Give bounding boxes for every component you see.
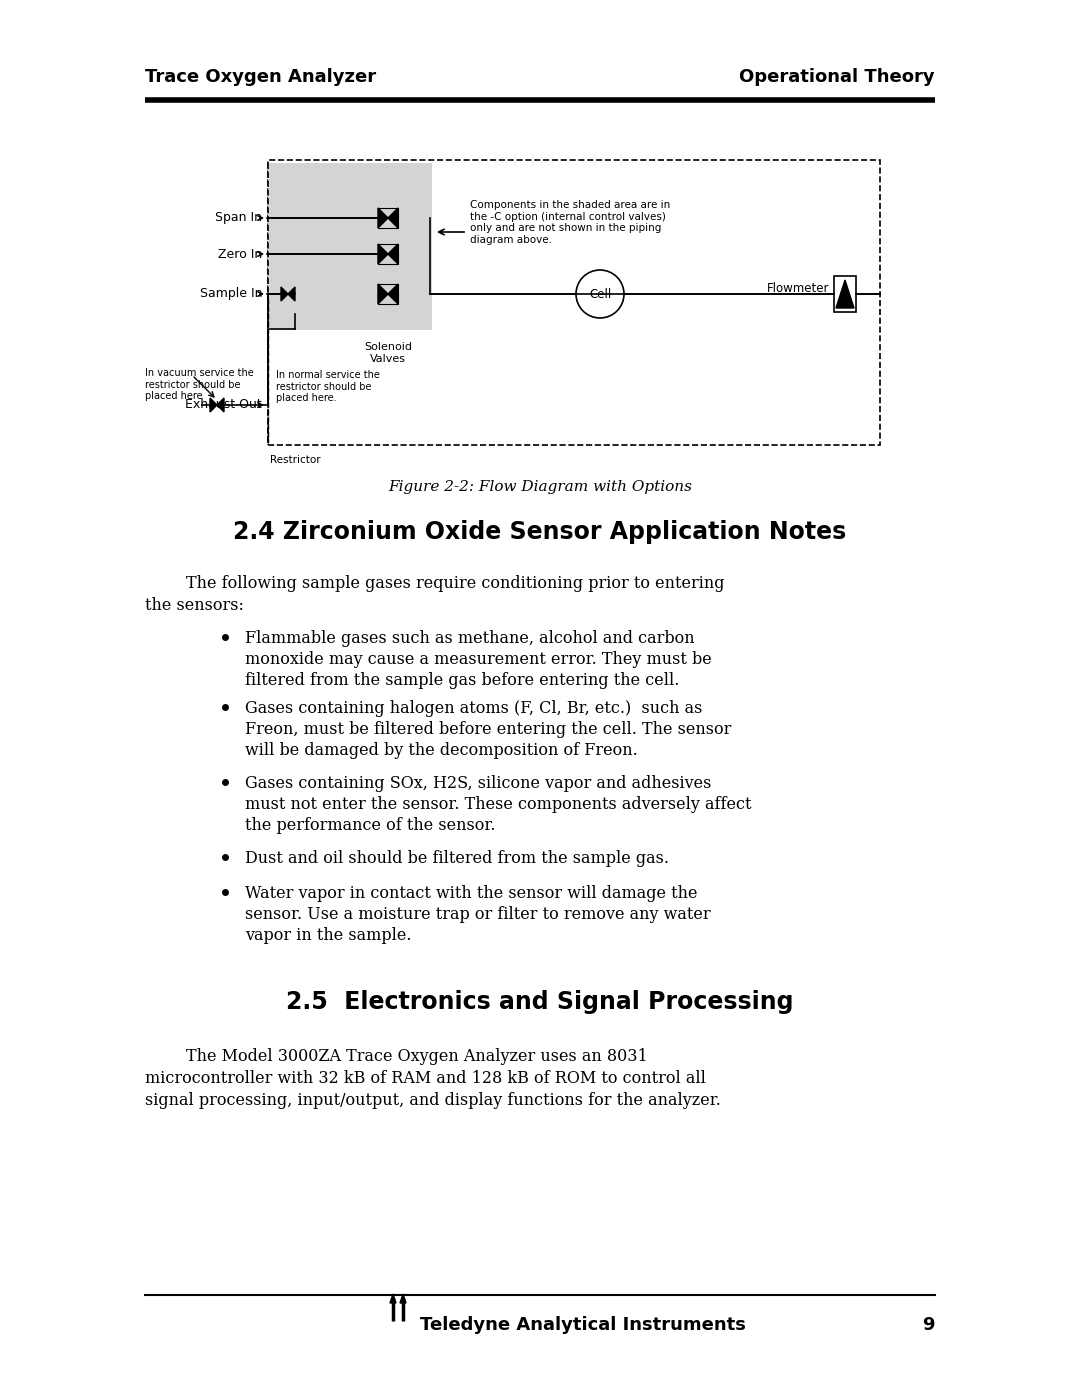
Polygon shape xyxy=(281,286,288,300)
Text: Restrictor: Restrictor xyxy=(270,455,321,465)
Text: In normal service the
restrictor should be
placed here.: In normal service the restrictor should … xyxy=(276,370,380,404)
Bar xyxy=(834,277,856,312)
Polygon shape xyxy=(378,244,388,264)
Polygon shape xyxy=(378,284,388,305)
Polygon shape xyxy=(388,244,399,264)
Text: Flowmeter: Flowmeter xyxy=(767,282,829,296)
Text: The following sample gases require conditioning prior to entering: The following sample gases require condi… xyxy=(145,576,725,592)
Polygon shape xyxy=(836,279,854,307)
Text: sensor. Use a moisture trap or filter to remove any water: sensor. Use a moisture trap or filter to… xyxy=(245,907,711,923)
Text: Flammable gases such as methane, alcohol and carbon: Flammable gases such as methane, alcohol… xyxy=(245,630,694,647)
Text: monoxide may cause a measurement error. They must be: monoxide may cause a measurement error. … xyxy=(245,651,712,668)
Text: Gases containing SOx, H2S, silicone vapor and adhesives: Gases containing SOx, H2S, silicone vapo… xyxy=(245,775,712,792)
Text: In vacuum service the
restrictor should be
placed here: In vacuum service the restrictor should … xyxy=(145,367,254,401)
Text: will be damaged by the decomposition of Freon.: will be damaged by the decomposition of … xyxy=(245,742,638,759)
Polygon shape xyxy=(400,1294,406,1303)
Polygon shape xyxy=(210,398,217,412)
Text: Zero In: Zero In xyxy=(218,247,262,260)
Text: Dust and oil should be filtered from the sample gas.: Dust and oil should be filtered from the… xyxy=(245,849,669,868)
Polygon shape xyxy=(390,1294,396,1303)
Text: the performance of the sensor.: the performance of the sensor. xyxy=(245,817,496,834)
Polygon shape xyxy=(378,208,388,228)
Polygon shape xyxy=(217,398,224,412)
Text: Span In: Span In xyxy=(215,211,262,225)
Text: vapor in the sample.: vapor in the sample. xyxy=(245,928,411,944)
Text: signal processing, input/output, and display functions for the analyzer.: signal processing, input/output, and dis… xyxy=(145,1092,720,1109)
Text: The Model 3000ZA Trace Oxygen Analyzer uses an 8031: The Model 3000ZA Trace Oxygen Analyzer u… xyxy=(145,1048,648,1065)
Text: Operational Theory: Operational Theory xyxy=(740,68,935,87)
Text: microcontroller with 32 kB of RAM and 128 kB of ROM to control all: microcontroller with 32 kB of RAM and 12… xyxy=(145,1070,706,1087)
Text: Solenoid
Valves: Solenoid Valves xyxy=(364,342,411,363)
Text: Teledyne Analytical Instruments: Teledyne Analytical Instruments xyxy=(420,1316,746,1334)
Polygon shape xyxy=(388,284,399,305)
Polygon shape xyxy=(288,286,295,300)
Text: the sensors:: the sensors: xyxy=(145,597,244,615)
Text: 2.4 Zirconium Oxide Sensor Application Notes: 2.4 Zirconium Oxide Sensor Application N… xyxy=(233,520,847,543)
Polygon shape xyxy=(388,208,399,228)
Text: Water vapor in contact with the sensor will damage the: Water vapor in contact with the sensor w… xyxy=(245,886,698,902)
Text: Components in the shaded area are in
the -C option (internal control valves)
onl: Components in the shaded area are in the… xyxy=(470,200,671,244)
Text: Exhaust Out: Exhaust Out xyxy=(186,398,262,412)
Bar xyxy=(268,161,880,446)
Bar xyxy=(268,163,432,330)
Text: 2.5  Electronics and Signal Processing: 2.5 Electronics and Signal Processing xyxy=(286,990,794,1014)
Text: Figure 2-2: Flow Diagram with Options: Figure 2-2: Flow Diagram with Options xyxy=(388,481,692,495)
Text: filtered from the sample gas before entering the cell.: filtered from the sample gas before ente… xyxy=(245,672,679,689)
Text: Freon, must be filtered before entering the cell. The sensor: Freon, must be filtered before entering … xyxy=(245,721,731,738)
Text: Gases containing halogen atoms (F, Cl, Br, etc.)  such as: Gases containing halogen atoms (F, Cl, B… xyxy=(245,700,702,717)
Text: 9: 9 xyxy=(922,1316,935,1334)
Text: Sample In: Sample In xyxy=(200,288,262,300)
Text: Trace Oxygen Analyzer: Trace Oxygen Analyzer xyxy=(145,68,376,87)
Text: must not enter the sensor. These components adversely affect: must not enter the sensor. These compone… xyxy=(245,796,752,813)
Text: Cell: Cell xyxy=(589,288,611,300)
